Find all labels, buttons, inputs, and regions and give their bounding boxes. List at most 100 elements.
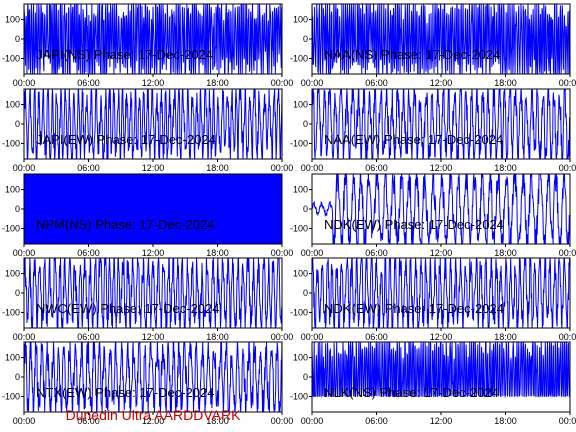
phase-panel: 100 0 -100 00:00 06:00 12:00 18:00 00:00 JAPI(NS…: [2, 3, 294, 88]
x-tick-label: 06:00: [365, 416, 388, 426]
y-tick-label: 0: [15, 288, 20, 298]
phase-series-line: [312, 4, 570, 74]
phase-panel: 100 0 -100 00:00 06:00 12:00 18:00 00:00 JAPI(EW…: [2, 88, 294, 173]
x-tick-label: 18:00: [494, 416, 517, 426]
x-tick-label: 00:00: [271, 78, 294, 88]
panel-title: NDK(EW) Phase: 17-Dec-2024: [324, 217, 504, 232]
x-tick-label: 06:00: [77, 416, 100, 426]
phase-series-line: [24, 89, 282, 159]
phase-panel: 100 0 -100 00:00 06:00 12:00 18:00 00:00 NTX(EW)…: [2, 341, 293, 426]
x-tick-label: 00:00: [13, 248, 36, 258]
y-tick-label: -100: [2, 53, 20, 63]
phase-series-line: [312, 89, 570, 159]
y-tick-label: 0: [303, 372, 308, 382]
x-tick-label: 00:00: [271, 332, 294, 342]
x-tick-label: 00:00: [301, 332, 324, 342]
panel-title: JAPI(EW) Phase: 17-Dec-2024: [36, 132, 216, 147]
x-tick-label: 00:00: [13, 332, 36, 342]
x-tick-label: 06:00: [365, 78, 388, 88]
y-tick-label: -100: [290, 53, 308, 63]
panel-title: NAA(EW) Phase: 17-Dec-2024: [324, 132, 503, 147]
x-tick-label: 00:00: [301, 163, 324, 173]
x-tick-label: 12:00: [142, 163, 165, 173]
phase-series-line: [24, 4, 282, 74]
y-tick-label: 0: [15, 119, 20, 129]
y-tick-label: 0: [303, 204, 308, 214]
x-tick-label: 12:00: [430, 332, 453, 342]
y-tick-label: -100: [2, 391, 20, 401]
y-tick-label: 0: [15, 372, 20, 382]
phase-panel: 100 0 -100 00:00 06:00 12:00 18:00 00:00 NAA(EW)…: [290, 88, 576, 173]
y-tick-label: -100: [2, 223, 20, 233]
y-tick-label: 100: [293, 185, 308, 195]
x-tick-label: 12:00: [142, 78, 165, 88]
y-tick-label: 100: [293, 269, 308, 279]
phase-series-line: [24, 258, 282, 328]
x-tick-label: 00:00: [13, 78, 36, 88]
x-tick-label: 12:00: [430, 248, 453, 258]
x-tick-label: 12:00: [142, 248, 165, 258]
x-tick-label: 06:00: [77, 248, 100, 258]
x-tick-label: 06:00: [77, 78, 100, 88]
x-tick-label: 00:00: [559, 78, 576, 88]
phase-panel: 100 0 -100 00:00 06:00 12:00 18:00 00:00 NPM(NS)…: [2, 173, 294, 258]
x-tick-label: 18:00: [494, 78, 517, 88]
phase-panel: 100 0 -100 00:00 06:00 12:00 18:00 00:00 NWC(EW)…: [2, 257, 294, 342]
y-tick-label: -100: [2, 307, 20, 317]
y-tick-label: -100: [290, 223, 308, 233]
y-tick-label: -100: [290, 138, 308, 148]
x-tick-label: 12:00: [142, 416, 165, 426]
x-tick-label: 18:00: [206, 78, 229, 88]
panel-title: NPM(NS) Phase: 17-Dec-2024: [36, 217, 214, 232]
x-tick-label: 00:00: [271, 248, 294, 258]
x-tick-label: 00:00: [559, 248, 576, 258]
x-tick-label: 18:00: [494, 163, 517, 173]
phase-panel: 100 0 -100 00:00 06:00 12:00 18:00 00:00 NAA(NS)…: [290, 3, 576, 88]
y-tick-label: -100: [2, 138, 20, 148]
panel-title: NAA(NS) Phase: 17-Dec-2024: [324, 47, 500, 62]
y-tick-label: 0: [15, 34, 20, 44]
panel-title: NDK(EW) Phase: 17-Dec-2024: [324, 301, 504, 316]
panel-title: NTX(EW) Phase: 17-Dec-2024: [36, 385, 214, 400]
x-tick-label: 00:00: [301, 248, 324, 258]
y-tick-label: 0: [15, 204, 20, 214]
panel-title: JAPI(NS) Phase: 17-Dec-2024: [36, 47, 213, 62]
phase-panel: 100 0 -100 00:00 06:00 12:00 18:00 00:00 NDK(EW)…: [290, 173, 576, 258]
y-tick-label: 100: [293, 100, 308, 110]
phase-panel: 100 0 -100 00:00 06:00 12:00 18:00 00:00 NLK(NS)…: [290, 341, 576, 426]
y-tick-label: 100: [5, 353, 20, 363]
y-tick-label: 100: [293, 15, 308, 25]
x-tick-label: 00:00: [271, 163, 294, 173]
panel-title: NWC(EW) Phase: 17-Dec-2024: [36, 301, 220, 316]
y-tick-label: 100: [5, 15, 20, 25]
y-tick-label: 100: [293, 353, 308, 363]
phase-panel: 100 0 -100 00:00 06:00 12:00 18:00 00:00 NDK(EW)…: [290, 257, 576, 342]
phase-series-line: [24, 342, 282, 412]
x-tick-label: 18:00: [206, 332, 229, 342]
y-tick-label: 0: [303, 34, 308, 44]
x-tick-label: 12:00: [430, 416, 453, 426]
x-tick-label: 18:00: [206, 163, 229, 173]
x-tick-label: 18:00: [494, 332, 517, 342]
x-tick-label: 18:00: [494, 248, 517, 258]
y-tick-label: 100: [5, 269, 20, 279]
panel-title: NLK(NS) Phase: 17-Dec-2024: [324, 385, 499, 400]
x-tick-label: 06:00: [365, 163, 388, 173]
x-tick-label: 00:00: [301, 78, 324, 88]
panels: 100 0 -100 00:00 06:00 12:00 18:00 00:00 JAPI(NS…: [2, 3, 576, 426]
x-tick-label: 06:00: [77, 332, 100, 342]
y-tick-label: 0: [303, 288, 308, 298]
x-tick-label: 06:00: [77, 163, 100, 173]
phase-series-line: [312, 342, 570, 399]
x-tick-label: 00:00: [559, 332, 576, 342]
y-tick-label: -100: [290, 307, 308, 317]
x-tick-label: 18:00: [206, 416, 229, 426]
x-tick-label: 00:00: [559, 416, 576, 426]
y-tick-label: 100: [5, 185, 20, 195]
x-tick-label: 12:00: [430, 78, 453, 88]
y-tick-label: -100: [290, 391, 308, 401]
y-tick-label: 0: [303, 119, 308, 129]
x-tick-label: 12:00: [430, 163, 453, 173]
x-tick-label: 00:00: [13, 416, 36, 426]
